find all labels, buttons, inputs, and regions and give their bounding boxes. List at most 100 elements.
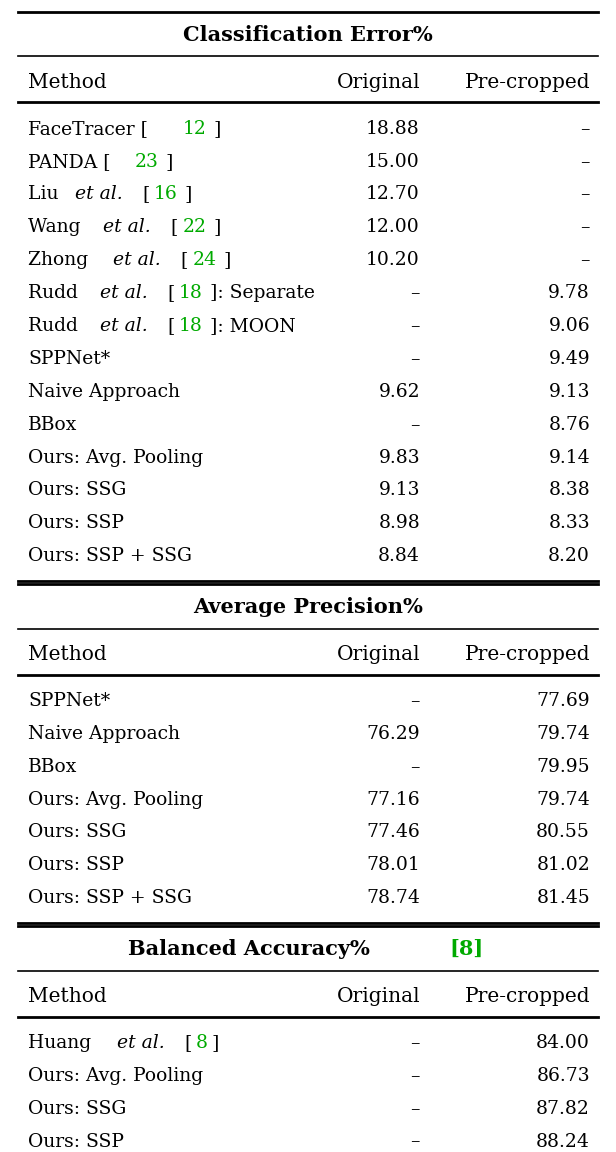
Text: [: [ xyxy=(162,317,175,335)
Text: 12.00: 12.00 xyxy=(367,219,420,236)
Text: 81.02: 81.02 xyxy=(537,856,590,874)
Text: [8]: [8] xyxy=(450,939,484,960)
Text: –: – xyxy=(410,1132,420,1151)
Text: 16: 16 xyxy=(154,185,178,204)
Text: ]: MOON: ]: MOON xyxy=(210,317,296,335)
Text: –: – xyxy=(580,251,590,270)
Text: et al.: et al. xyxy=(113,251,161,270)
Text: et al.: et al. xyxy=(117,1033,165,1052)
Text: ]: Separate: ]: Separate xyxy=(210,285,315,302)
Text: Ours: SSP + SSG: Ours: SSP + SSG xyxy=(28,547,192,566)
Text: Zhong: Zhong xyxy=(28,251,94,270)
Text: et al.: et al. xyxy=(103,219,152,236)
Text: ]: ] xyxy=(223,251,230,270)
Text: 9.13: 9.13 xyxy=(548,382,590,401)
Text: –: – xyxy=(580,120,590,138)
Text: 8.33: 8.33 xyxy=(548,514,590,532)
Text: SPPNet*: SPPNet* xyxy=(28,350,110,367)
Text: et al.: et al. xyxy=(75,185,123,204)
Text: 76.29: 76.29 xyxy=(367,725,420,743)
Text: Ours: SSP: Ours: SSP xyxy=(28,1132,124,1151)
Text: 18.88: 18.88 xyxy=(367,120,420,138)
Text: [: [ xyxy=(179,1033,192,1052)
Text: 84.00: 84.00 xyxy=(536,1033,590,1052)
Text: et al.: et al. xyxy=(100,285,148,302)
Text: Classification Error%: Classification Error% xyxy=(183,25,433,45)
Text: 86.73: 86.73 xyxy=(537,1067,590,1085)
Text: Naive Approach: Naive Approach xyxy=(28,725,180,743)
Text: 8: 8 xyxy=(196,1033,208,1052)
Text: Pre-cropped: Pre-cropped xyxy=(464,645,590,665)
Text: ]: ] xyxy=(211,1033,219,1052)
Text: 12: 12 xyxy=(183,120,207,138)
Text: ]: ] xyxy=(213,219,221,236)
Text: 23: 23 xyxy=(135,152,158,170)
Text: 9.13: 9.13 xyxy=(378,482,420,500)
Text: Rudd: Rudd xyxy=(28,317,84,335)
Text: Pre-cropped: Pre-cropped xyxy=(464,987,590,1007)
Text: 9.83: 9.83 xyxy=(378,448,420,467)
Text: 78.01: 78.01 xyxy=(367,856,420,874)
Text: Ours: Avg. Pooling: Ours: Avg. Pooling xyxy=(28,1067,203,1085)
Text: Ours: SSP: Ours: SSP xyxy=(28,514,124,532)
Text: 88.24: 88.24 xyxy=(536,1132,590,1151)
Text: 18: 18 xyxy=(179,285,203,302)
Text: [: [ xyxy=(165,219,179,236)
Text: 9.06: 9.06 xyxy=(548,317,590,335)
Text: Original: Original xyxy=(336,645,420,665)
Text: Ours: SSG: Ours: SSG xyxy=(28,482,126,500)
Text: Ours: Avg. Pooling: Ours: Avg. Pooling xyxy=(28,790,203,809)
Text: FaceTracer [: FaceTracer [ xyxy=(28,120,148,138)
Text: 77.16: 77.16 xyxy=(367,790,420,809)
Text: ]: ] xyxy=(185,185,192,204)
Text: 24: 24 xyxy=(192,251,216,270)
Text: 12.70: 12.70 xyxy=(367,185,420,204)
Text: Method: Method xyxy=(28,74,107,92)
Text: 9.14: 9.14 xyxy=(548,448,590,467)
Text: Liu: Liu xyxy=(28,185,65,204)
Text: BBox: BBox xyxy=(28,758,78,775)
Text: 78.74: 78.74 xyxy=(366,889,420,907)
Text: 77.69: 77.69 xyxy=(537,692,590,710)
Text: Ours: SSG: Ours: SSG xyxy=(28,824,126,841)
Text: 8.98: 8.98 xyxy=(378,514,420,532)
Text: [: [ xyxy=(175,251,188,270)
Text: 22: 22 xyxy=(182,219,206,236)
Text: –: – xyxy=(410,758,420,775)
Text: Huang: Huang xyxy=(28,1033,97,1052)
Text: Wang: Wang xyxy=(28,219,86,236)
Text: 8.76: 8.76 xyxy=(548,416,590,433)
Text: Ours: SSG: Ours: SSG xyxy=(28,1100,126,1117)
Text: 10.20: 10.20 xyxy=(367,251,420,270)
Text: [: [ xyxy=(137,185,150,204)
Text: 81.45: 81.45 xyxy=(537,889,590,907)
Text: et al.: et al. xyxy=(100,317,148,335)
Text: Ours: SSP + SSG: Ours: SSP + SSG xyxy=(28,889,192,907)
Text: Ours: SSP: Ours: SSP xyxy=(28,856,124,874)
Text: Naive Approach: Naive Approach xyxy=(28,382,180,401)
Text: ]: ] xyxy=(166,152,173,170)
Text: Method: Method xyxy=(28,987,107,1007)
Text: 79.74: 79.74 xyxy=(537,790,590,809)
Text: –: – xyxy=(410,1100,420,1117)
Text: Balanced Accuracy%: Balanced Accuracy% xyxy=(128,939,378,960)
Text: 15.00: 15.00 xyxy=(367,152,420,170)
Text: 87.82: 87.82 xyxy=(536,1100,590,1117)
Text: Pre-cropped: Pre-cropped xyxy=(464,74,590,92)
Text: 9.78: 9.78 xyxy=(548,285,590,302)
Text: –: – xyxy=(580,185,590,204)
Text: –: – xyxy=(410,350,420,367)
Text: 8.20: 8.20 xyxy=(548,547,590,566)
Text: 18: 18 xyxy=(179,317,203,335)
Text: –: – xyxy=(410,317,420,335)
Text: –: – xyxy=(410,285,420,302)
Text: PANDA [: PANDA [ xyxy=(28,152,111,170)
Text: Rudd: Rudd xyxy=(28,285,84,302)
Text: 80.55: 80.55 xyxy=(536,824,590,841)
Text: Average Precision%: Average Precision% xyxy=(193,597,423,617)
Text: –: – xyxy=(410,416,420,433)
Text: [: [ xyxy=(162,285,175,302)
Text: 79.74: 79.74 xyxy=(537,725,590,743)
Text: 79.95: 79.95 xyxy=(537,758,590,775)
Text: Original: Original xyxy=(336,987,420,1007)
